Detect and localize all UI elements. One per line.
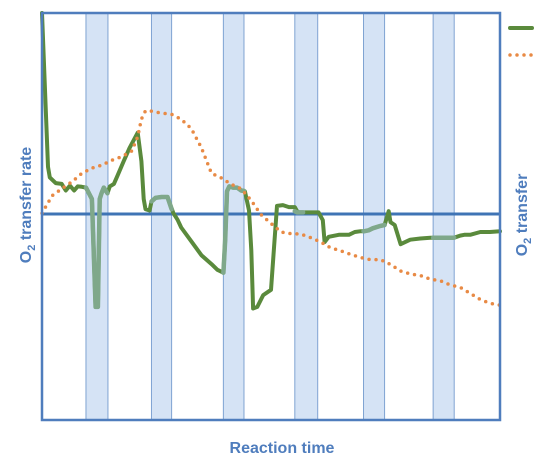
legend: [508, 26, 534, 57]
y-axis-left-title: O2 transfer rate: [18, 147, 38, 264]
y-axis-right-subscript: 2: [522, 238, 534, 244]
series-line-2: [83, 184, 457, 310]
y-axis-left-subscript: 2: [26, 245, 38, 251]
y-axis-right-suffix: transfer: [514, 174, 531, 238]
shaded-band-1: [85, 12, 109, 421]
shaded-bands: [85, 12, 455, 421]
series-line-1: [40, 11, 502, 311]
y-axis-right-title: O2 transfer: [514, 174, 534, 257]
shaded-band-6: [432, 12, 455, 421]
y-axis-left-prefix: O: [18, 251, 35, 263]
y-axis-left-suffix: transfer rate: [18, 147, 35, 245]
shaded-band-4: [294, 12, 319, 421]
shaded-band-5: [363, 12, 386, 421]
series-line-3: [40, 108, 502, 307]
plot-area-frame: [40, 11, 502, 422]
shaded-band-2: [150, 12, 173, 421]
y-axis-right-prefix: O: [514, 244, 531, 256]
series-lines: [40, 11, 502, 311]
x-axis-title: Reaction time: [230, 440, 335, 455]
